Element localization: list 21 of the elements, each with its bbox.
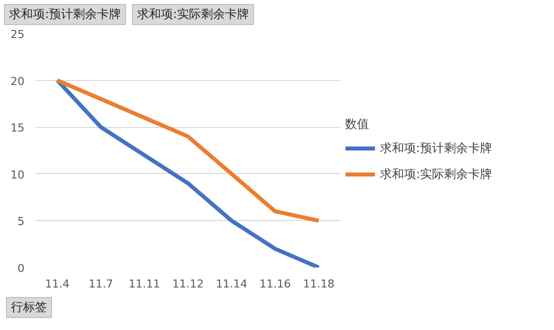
legend-label: 求和项:预计剩余卡牌 <box>380 140 492 157</box>
x-tick-label: 11.11 <box>128 278 160 291</box>
x-tick-label: 11.7 <box>88 278 114 291</box>
y-tick-label: 25 <box>10 28 25 42</box>
x-tick-label: 11.14 <box>216 278 248 291</box>
x-tick-label: 11.18 <box>302 278 334 291</box>
x-tick-label: 11.12 <box>172 278 204 291</box>
x-tick-label: 11.4 <box>45 278 70 291</box>
line-series <box>55 78 321 223</box>
x-tick-label: 11.16 <box>259 278 291 291</box>
y-tick-label: 5 <box>18 215 24 228</box>
y-tick-label: 10 <box>10 168 25 182</box>
text: 求和项:预计剩余卡牌 <box>9 6 122 23</box>
y-tick-label: 20 <box>10 74 25 88</box>
y-tick-label: 15 <box>10 122 25 135</box>
x-axis-title: 行标签 <box>11 299 47 316</box>
legend-title: 数值 <box>345 116 370 134</box>
line-series <box>55 78 321 268</box>
text: 求和项:实际剩余卡牌 <box>137 6 250 23</box>
legend-label: 求和项:实际剩余卡牌 <box>380 166 492 183</box>
y-tick-label: 0 <box>18 262 24 276</box>
